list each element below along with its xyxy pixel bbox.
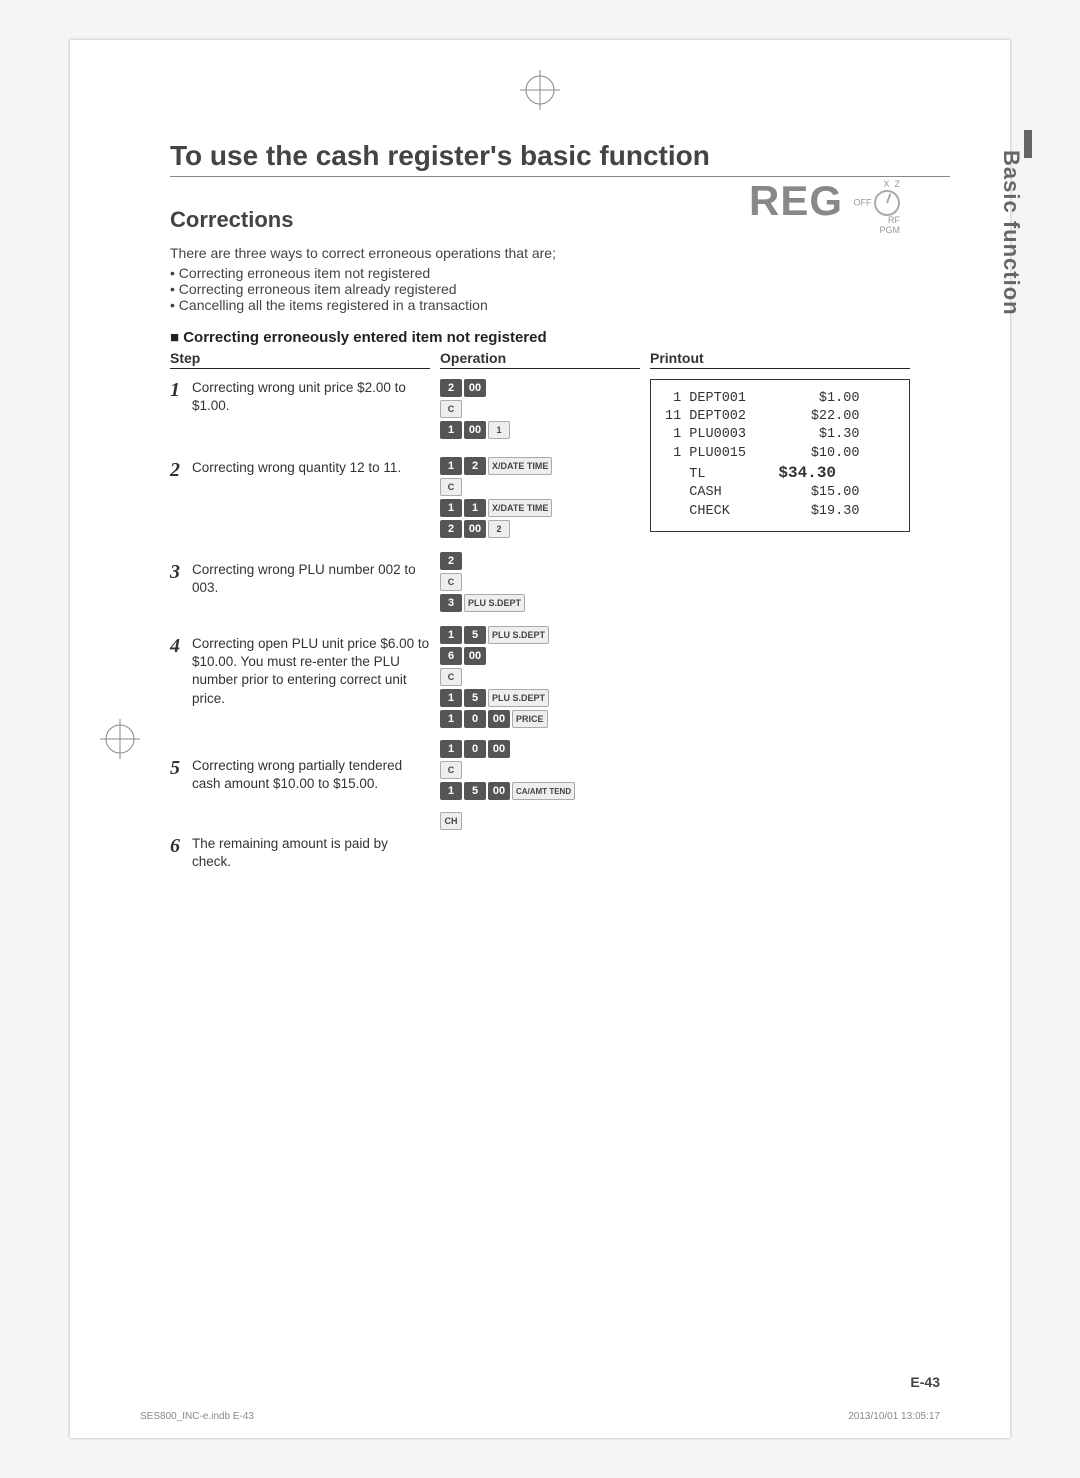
key-c: C [440,761,462,779]
key-0: 0 [464,710,486,728]
key-caamt: CA/AMT TEND [512,782,575,800]
reg-label: REG [749,180,843,222]
step-text: Correcting wrong partially tendered cash… [192,757,430,821]
step-number: 4 [170,635,192,743]
op-block-2: 12X/DATE TIME C 11X/DATE TIME 2002 [440,457,640,538]
subheading: ■ Correcting erroneously entered item no… [170,329,950,346]
key-00: 00 [464,421,486,439]
page-title: To use the cash register's basic functio… [170,140,950,177]
printout-column: Printout 1 DEPT001 $1.00 11 DEPT002 $22.… [650,350,910,885]
key-price: PRICE [512,710,548,728]
bullet-item: Correcting erroneous item not registered [170,265,950,281]
step-column: Step 1 Correcting wrong unit price $2.00… [170,350,430,885]
step-text: Correcting wrong PLU number 002 to 003. [192,561,430,621]
key-2: 2 [464,457,486,475]
step-number: 5 [170,757,192,821]
key-1: 1 [440,689,462,707]
key-2: 2 [440,552,462,570]
key-5: 5 [464,689,486,707]
key-1: 1 [440,710,462,728]
step-row: 6 The remaining amount is paid by check. [170,835,430,871]
op-col-header: Operation [440,350,640,369]
key-1: 1 [440,626,462,644]
key-1: 1 [440,782,462,800]
step-text: Correcting wrong unit price $2.00 to $1.… [192,379,430,445]
bullet-item: Correcting erroneous item already regist… [170,281,950,297]
key-plu: PLU S.DEPT [464,594,525,612]
key-c: C [440,400,462,418]
bullet-item: Cancelling all the items registered in a… [170,297,950,313]
side-tab-bar [1024,130,1032,158]
step-number: 1 [170,379,192,445]
page-number: E-43 [910,1374,940,1390]
op-block-3: 2 C 3PLU S.DEPT [440,552,640,612]
intro-text: There are three ways to correct erroneou… [170,245,950,261]
pr-col-header: Printout [650,350,910,369]
key-xdate: X/DATE TIME [488,499,552,517]
op-block-6: CH [440,812,640,830]
step-row: 3 Correcting wrong PLU number 002 to 003… [170,561,430,621]
key-ch: CH [440,812,462,830]
key-2: 2 [440,520,462,538]
key-plu: PLU S.DEPT [488,689,549,707]
step-row: 4 Correcting open PLU unit price $6.00 t… [170,635,430,743]
columns: Step 1 Correcting wrong unit price $2.00… [170,350,950,885]
key-c: C [440,668,462,686]
key-3: 3 [440,594,462,612]
key-2: 2 [440,379,462,397]
receipt-printout: 1 DEPT001 $1.00 11 DEPT002 $22.00 1 PLU0… [650,379,910,532]
crop-mark-top-icon [520,70,560,110]
crop-mark-left-icon [100,719,140,759]
key-00: 00 [488,710,510,728]
key-5: 5 [464,626,486,644]
side-tab-label: Basic function [998,150,1024,316]
key-1: 1 [440,457,462,475]
key-00: 00 [488,740,510,758]
key-1: 1 [440,421,462,439]
op-block-1: 200 C 1001 [440,379,640,439]
step-number: 2 [170,459,192,547]
key-00: 00 [488,782,510,800]
key-00: 00 [464,379,486,397]
key-6: 6 [440,647,462,665]
footer-file: SES800_INC-e.indb E-43 [140,1411,254,1422]
key-1: 1 [464,499,486,517]
mode-indicator: REG X Z OFF RF PGM [749,180,900,236]
key-00: 00 [464,520,486,538]
step-number: 3 [170,561,192,621]
key-xdate: X/DATE TIME [488,457,552,475]
key-dept1: 1 [488,421,510,439]
step-text: Correcting open PLU unit price $6.00 to … [192,635,430,743]
key-1: 1 [440,740,462,758]
op-block-5: 1000 C 1500CA/AMT TEND [440,740,640,800]
key-5: 5 [464,782,486,800]
step-row: 5 Correcting wrong partially tendered ca… [170,757,430,821]
key-dept2: 2 [488,520,510,538]
key-0: 0 [464,740,486,758]
manual-page: Basic function REG X Z OFF RF PGM To use… [70,40,1010,1438]
footer-timestamp: 2013/10/01 13:05:17 [848,1411,940,1422]
key-c: C [440,478,462,496]
key-1: 1 [440,499,462,517]
op-block-4: 15PLU S.DEPT 600 C 15PLU S.DEPT 1000PRIC… [440,626,640,728]
mode-dial-icon: X Z OFF RF PGM [853,180,900,236]
step-text: Correcting wrong quantity 12 to 11. [192,459,401,547]
step-col-header: Step [170,350,430,369]
key-plu: PLU S.DEPT [488,626,549,644]
step-number: 6 [170,835,192,871]
key-c: C [440,573,462,591]
key-00: 00 [464,647,486,665]
step-row: 2 Correcting wrong quantity 12 to 11. [170,459,430,547]
step-text: The remaining amount is paid by check. [192,835,430,871]
operation-column: Operation 200 C 1001 12X/DATE TIME C 11X… [440,350,640,885]
step-row: 1 Correcting wrong unit price $2.00 to $… [170,379,430,445]
